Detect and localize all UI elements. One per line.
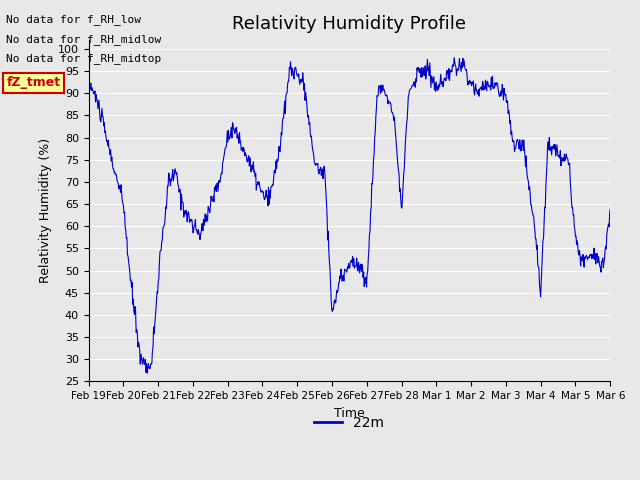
Text: No data for f_RH_midlow: No data for f_RH_midlow — [6, 34, 162, 45]
Text: No data for f_RH_low: No data for f_RH_low — [6, 14, 141, 25]
Text: fZ_tmet: fZ_tmet — [6, 76, 61, 89]
Y-axis label: Relativity Humidity (%): Relativity Humidity (%) — [39, 138, 52, 283]
Text: No data for f_RH_midtop: No data for f_RH_midtop — [6, 53, 162, 64]
Title: Relativity Humidity Profile: Relativity Humidity Profile — [232, 15, 467, 33]
X-axis label: Time: Time — [334, 407, 365, 420]
Legend: 22m: 22m — [309, 411, 390, 436]
